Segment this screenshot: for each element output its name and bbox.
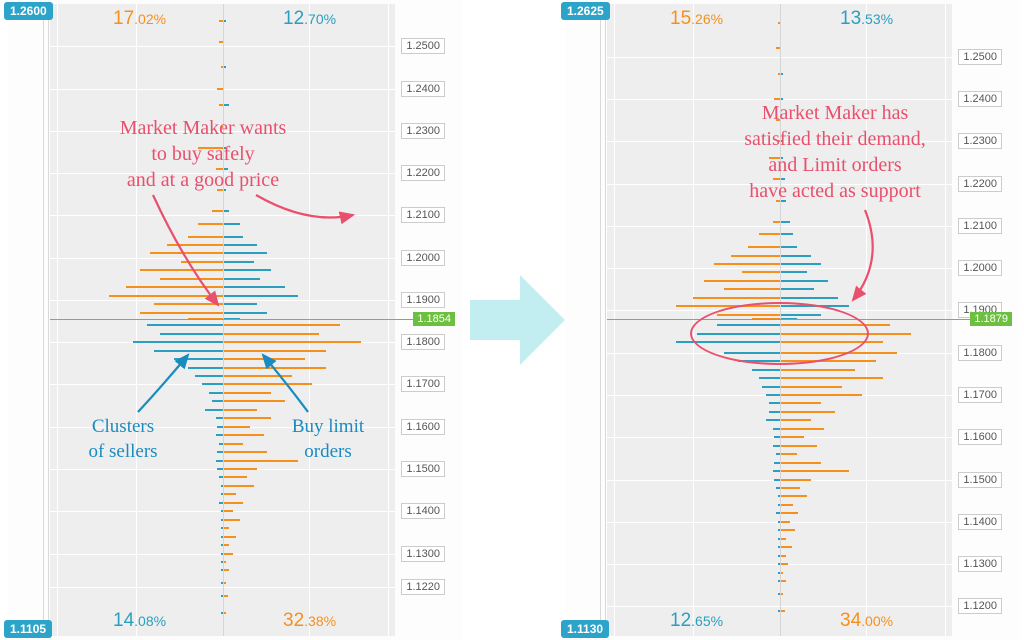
y-tick: 1.1400 [401,503,445,519]
y-tick: 1.2300 [958,133,1002,149]
price-tag-bottom: 1.1130 [561,620,609,638]
pct-top-right: 12.70% [283,8,336,30]
y-tick: 1.2000 [958,260,1002,276]
current-price-tag: 1.1879 [970,312,1012,326]
y-tick: 1.2500 [401,38,445,54]
pct-top-left: 17.02% [113,8,166,30]
pct-bottom-left: 12.65% [670,610,723,632]
transition-arrow-icon [470,270,565,375]
price-tag-top: 1.2600 [4,2,53,20]
y-tick: 1.1900 [401,292,445,308]
y-tick: 1.1700 [401,376,445,392]
pct-top-right: 13.53% [840,8,893,30]
pct-bottom-right: 32.38% [283,610,336,632]
y-tick: 1.2100 [958,218,1002,234]
orderbook-panel-left: 1.2600 1.1105 1.1854 1.25001.24001.23001… [8,0,463,640]
price-tag-bottom: 1.1105 [4,620,52,638]
y-tick: 1.1220 [401,579,445,595]
price-tag-top: 1.2625 [561,2,610,20]
orderbook-panel-right: 1.2625 1.1130 1.1879 1.25001.24001.23001… [565,0,1020,640]
y-tick: 1.1700 [958,387,1002,403]
pct-bottom-right: 34.00% [840,610,893,632]
depth-chart: 1.1879 [607,4,952,636]
y-tick: 1.2100 [401,207,445,223]
pct-bottom-left: 14.08% [113,610,166,632]
y-tick: 1.1800 [401,334,445,350]
y-tick: 1.2200 [958,176,1002,192]
vertical-guide [600,4,606,636]
y-tick: 1.1300 [401,546,445,562]
y-tick: 1.2300 [401,123,445,139]
y-tick: 1.1200 [958,598,1002,614]
y-tick: 1.1600 [958,429,1002,445]
y-tick: 1.2500 [958,49,1002,65]
y-tick: 1.2400 [401,81,445,97]
y-tick: 1.1500 [958,472,1002,488]
y-tick: 1.1600 [401,419,445,435]
y-tick: 1.1400 [958,514,1002,530]
y-tick: 1.2400 [958,91,1002,107]
y-tick: 1.1300 [958,556,1002,572]
current-price-tag: 1.1854 [413,312,455,326]
depth-chart: 1.1854 [50,4,395,636]
y-tick: 1.1500 [401,461,445,477]
y-tick: 1.1800 [958,345,1002,361]
vertical-guide [43,4,49,636]
y-tick: 1.2200 [401,165,445,181]
y-tick: 1.2000 [401,250,445,266]
pct-top-left: 15.26% [670,8,723,30]
